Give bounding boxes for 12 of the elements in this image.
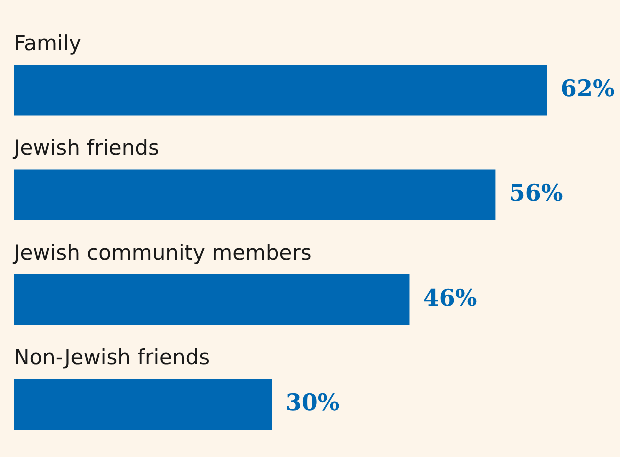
y-tick-label: Family: [14, 31, 82, 56]
data-label: 56%: [509, 180, 564, 208]
bar: [14, 274, 410, 326]
bar: [14, 65, 548, 116]
y-tick-label: Non-Jewish friends: [14, 346, 210, 370]
data-label: 46%: [423, 284, 478, 312]
y-tick-label: Jewish friends: [12, 136, 160, 160]
bar: [14, 170, 496, 220]
y-tick-label: Jewish community members: [12, 240, 312, 265]
data-label: 62%: [560, 75, 615, 102]
data-label: 30%: [286, 390, 340, 417]
bar: [14, 379, 272, 430]
